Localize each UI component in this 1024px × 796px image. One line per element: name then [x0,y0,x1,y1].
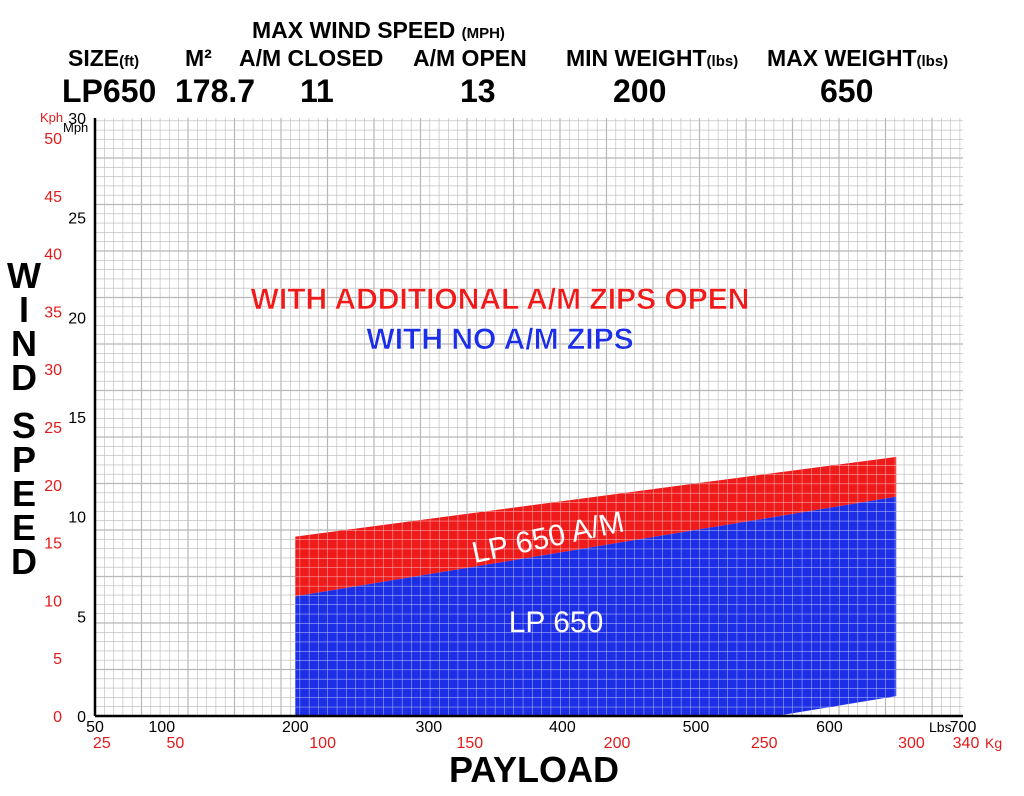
am-closed-label: A/M CLOSED [239,45,384,71]
y-tick-kph: 5 [53,651,62,668]
y-tick-kph: 20 [44,478,62,495]
y-tick-mph: 0 [77,709,86,726]
x-tick-kg: 250 [751,735,778,752]
max-wind-unit: (MPH) [461,25,505,42]
y-tick-mph: 5 [77,609,86,626]
max-weight-label: MAX WEIGHT(lbs) [767,45,948,72]
y-tick-kph: 10 [44,593,62,610]
y-unit-kph: Kph [40,110,63,125]
y-axis-title-letter: N [11,323,37,364]
x-tick-kg: 300 [898,735,925,752]
axes [93,118,963,718]
y-tick-kph: 15 [44,536,62,553]
y-tick-mph: 15 [68,410,86,427]
y-tick-kph: 50 [44,131,62,148]
x-tick-kg: 150 [456,735,483,752]
series-grid-overlay-base [295,496,897,716]
y-tick-mph: 30 [68,111,86,128]
max-weight-unit: (lbs) [916,53,949,70]
size-label-text: SIZE [68,45,120,71]
x-tick-kg: 50 [167,735,185,752]
area-value: 178.7 [175,73,256,109]
min-weight-label: MIN WEIGHT(lbs) [566,45,738,72]
y-axis-title-letter: S [12,405,36,446]
min-weight-value: 200 [613,73,667,109]
area-label: M² [185,45,212,71]
min-weight-unit: (lbs) [706,53,739,70]
max-weight-label-text: MAX WEIGHT [767,45,917,71]
x-tick-kg: 340 [953,735,980,752]
y-tick-kph: 0 [53,709,62,726]
min-weight-label-text: MIN WEIGHT [566,45,707,71]
y-tick-kph: 40 [44,247,62,264]
y-axis-title-letter: E [12,507,36,548]
max-weight-value: 650 [820,73,874,109]
x-unit-lbs: Lbs [929,719,952,735]
x-tick-kg: 25 [93,735,111,752]
size-unit: (ft) [119,53,140,70]
x-tick-kg: 200 [604,735,631,752]
y-axis-title-letter: E [12,473,36,514]
series-label-lp650: LP 650 [509,606,604,639]
legend-am-zips-open: WITH ADDITIONAL A/M ZIPS OPEN [251,283,750,316]
x-tick-lbs: 100 [148,719,175,736]
am-open-value: 13 [460,73,496,109]
y-tick-kph: 45 [44,189,62,206]
y-axis-title-letter: D [11,541,37,582]
max-wind-speed-title: MAX WIND SPEED (MPH) [252,17,505,44]
x-tick-lbs: 200 [282,719,309,736]
series-grid-overlay-am [295,456,897,597]
x-axis-title: PAYLOAD [449,749,619,790]
y-axis-title-letter: P [12,439,36,480]
x-tick-lbs: 700 [950,719,977,736]
y-tick-kph: 30 [44,362,62,379]
axis-labels: WITH ADDITIONAL A/M ZIPS OPEN WITH NO A/M… [7,110,1002,790]
max-wind-title-text: MAX WIND SPEED [252,17,456,43]
y-axis-title-letter: D [11,357,37,398]
y-axis-title-letter: W [7,255,41,296]
x-tick-lbs: 300 [415,719,442,736]
am-closed-value: 11 [300,73,334,109]
y-tick-mph: 25 [68,211,86,228]
y-axis-title-letter: I [19,289,29,330]
y-tick-kph: 25 [44,420,62,437]
am-open-label: A/M OPEN [413,45,527,71]
size-value: LP650 [62,73,157,109]
y-tick-mph: 10 [68,510,86,527]
y-tick-mph: 20 [68,310,86,327]
legend-no-am-zips: WITH NO A/M ZIPS [366,323,633,356]
x-unit-kg: Kg [985,735,1002,751]
area-series: LP 650 A/MLP 650 [295,456,897,716]
size-label: SIZE(ft) [68,45,139,72]
x-tick-lbs: 50 [86,719,104,736]
x-tick-kg: 100 [309,735,336,752]
y-unit-mph: Mph [63,120,88,135]
x-tick-lbs: 400 [549,719,576,736]
x-tick-lbs: 600 [816,719,843,736]
y-tick-kph: 35 [44,304,62,321]
x-tick-lbs: 500 [683,719,710,736]
